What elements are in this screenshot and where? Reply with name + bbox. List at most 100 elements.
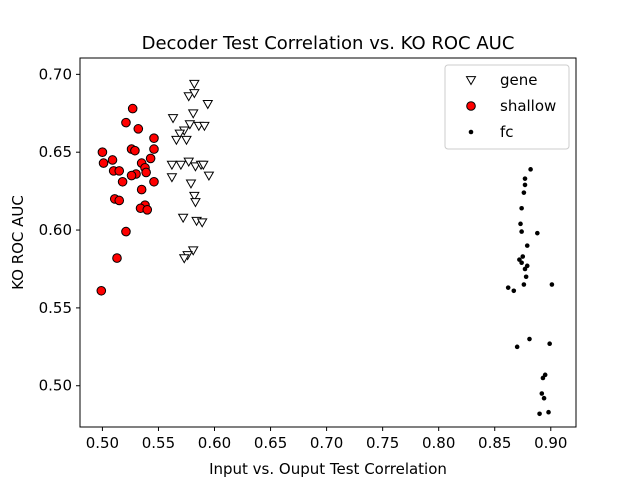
gene-point [166, 160, 178, 171]
gene-point [174, 129, 186, 140]
shallow-point [149, 133, 159, 143]
gene-point [187, 109, 199, 119]
x-tick-label: 0.85 [478, 434, 511, 452]
shallow-point [126, 170, 137, 181]
gene-point [167, 114, 179, 124]
shallow-point [97, 147, 108, 157]
fc-point [546, 409, 551, 415]
y-axis-label: KO ROC AUC [9, 195, 27, 290]
fc-point [522, 182, 528, 188]
legend-label-shallow: shallow [500, 97, 556, 115]
gene-point [185, 179, 197, 189]
gene-point [197, 160, 209, 171]
shallow-point [141, 167, 151, 178]
fc-point [547, 341, 552, 347]
fc-point [537, 411, 542, 417]
shallow-point [121, 117, 131, 128]
fc-point [541, 395, 547, 401]
y-tick-label: 0.55 [39, 299, 72, 317]
fc-point [522, 266, 528, 272]
y-axis: 0.50 0.55 0.60 0.65 0.70 [39, 65, 80, 395]
legend-label-gene: gene [500, 71, 538, 89]
gene-point [171, 135, 182, 146]
fc-point [519, 229, 524, 234]
legend-box [444, 64, 570, 150]
fc-point [535, 230, 540, 236]
plot-marks [96, 79, 555, 417]
legend-label-fc: fc [500, 123, 514, 141]
legend-marker-fc [468, 129, 474, 135]
x-tick-label: 0.70 [310, 434, 343, 452]
gene-point [184, 120, 196, 130]
shallow-point [114, 195, 125, 206]
x-tick-label: 0.55 [142, 434, 175, 452]
shallow-point [114, 166, 125, 176]
gene-point [183, 157, 195, 168]
x-axis: 0.50 0.55 0.60 0.65 0.70 0.75 0.80 0.85 0.90 [86, 427, 567, 452]
shallow-point [98, 158, 109, 168]
gene-point [187, 246, 199, 256]
fc-point [524, 243, 530, 248]
gene-point [188, 89, 200, 99]
plot-frame [79, 57, 577, 428]
gene-point [188, 191, 200, 202]
shallow-point [133, 124, 144, 134]
gene-point [199, 121, 210, 132]
fc-point [521, 190, 527, 195]
y-tick-label: 0.70 [39, 65, 72, 83]
shallow-point [96, 285, 107, 296]
fc-point [518, 221, 523, 227]
y-tick-label: 0.50 [39, 377, 72, 395]
fc-point [521, 282, 527, 287]
fc-point [505, 285, 511, 290]
legend: gene shallow fc [444, 64, 570, 150]
x-tick-label: 0.80 [422, 434, 455, 452]
gene-point [196, 218, 208, 228]
fc-point [539, 391, 545, 396]
fc-point [519, 260, 524, 266]
fc-point [519, 205, 524, 211]
fc-point [520, 254, 526, 259]
fc-point [523, 274, 529, 280]
x-tick-label: 0.65 [254, 434, 287, 452]
gene-point [188, 79, 200, 90]
y-tick-label: 0.65 [39, 143, 72, 161]
shallow-point [127, 103, 138, 114]
fc-point [522, 176, 528, 181]
fc-point [527, 336, 532, 342]
fc-point [549, 282, 555, 287]
legend-marker-shallow [466, 101, 476, 111]
gene-point [177, 213, 189, 224]
fc-point [528, 167, 533, 172]
fc-point [540, 375, 546, 381]
shallow-point [145, 153, 156, 164]
gene-point [203, 171, 215, 182]
gene-point [202, 100, 214, 110]
fc-point [511, 288, 517, 294]
gene-point [166, 173, 178, 183]
legend-marker-gene [465, 76, 477, 86]
shallow-point [117, 176, 128, 187]
gene-point [181, 135, 192, 146]
gene-point [178, 254, 190, 264]
shallow-point [130, 145, 140, 156]
chart-title: Decoder Test Correlation vs. KO ROC AUC [142, 33, 515, 54]
gene-point [175, 160, 187, 171]
x-tick-label: 0.75 [366, 434, 399, 452]
gene-point [190, 198, 201, 208]
shallow-point [136, 184, 147, 195]
shallow-point [121, 226, 131, 237]
fc-point [514, 344, 520, 350]
shallow-point [149, 176, 159, 187]
x-tick-label: 0.90 [534, 434, 567, 452]
gene-point [190, 162, 201, 172]
y-tick-label: 0.60 [39, 221, 72, 239]
x-tick-label: 0.60 [198, 434, 231, 452]
x-tick-label: 0.50 [86, 434, 119, 452]
shallow-point [112, 253, 122, 263]
gene-point [183, 92, 195, 102]
x-axis-label: Input vs. Ouput Test Correlation [209, 460, 447, 478]
shallow-point [107, 155, 118, 165]
shallow-point [142, 205, 153, 215]
